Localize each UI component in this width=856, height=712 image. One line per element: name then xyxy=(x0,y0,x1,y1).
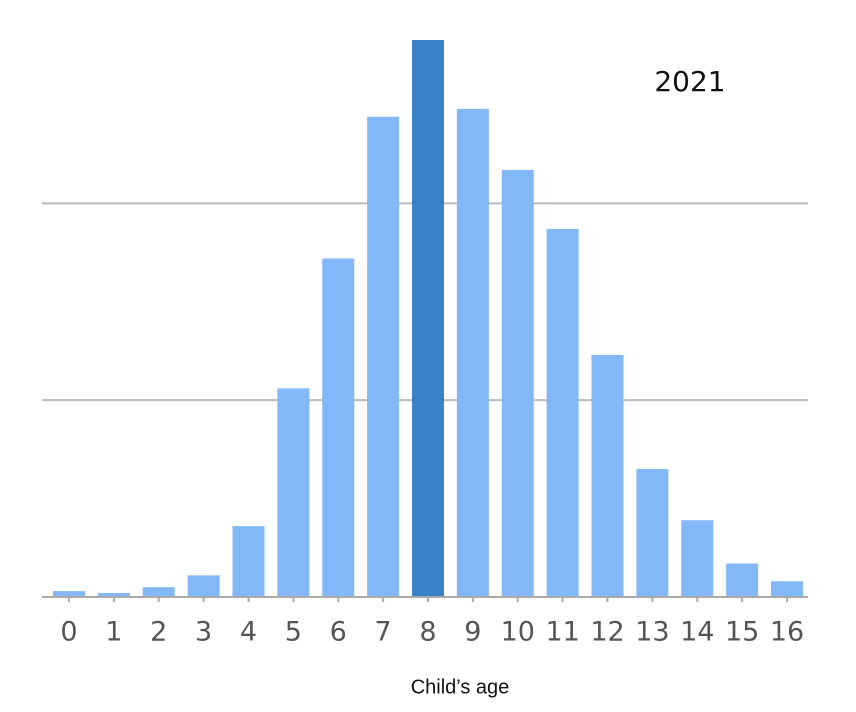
x-tick-label: 6 xyxy=(330,617,347,648)
bar xyxy=(232,526,265,597)
x-tick-label: 7 xyxy=(375,617,392,648)
bar xyxy=(726,563,759,597)
bar xyxy=(501,169,534,597)
bar xyxy=(456,108,489,597)
x-tick-label: 4 xyxy=(240,617,257,648)
x-tick-label: 0 xyxy=(60,617,77,648)
annotation: 2021 xyxy=(654,65,725,98)
x-tick-label: 12 xyxy=(590,617,624,648)
bar xyxy=(187,575,220,597)
bar xyxy=(771,581,803,597)
bar xyxy=(53,591,85,597)
x-tick-label: 3 xyxy=(195,617,212,648)
bar xyxy=(591,354,624,597)
x-tick-label: 14 xyxy=(680,617,714,648)
x-tick-label: 1 xyxy=(105,617,122,648)
x-tick-label: 2 xyxy=(150,617,167,648)
x-tick-label: 5 xyxy=(285,617,302,648)
x-axis-label: Child’s age xyxy=(411,676,510,698)
x-tick-label: 13 xyxy=(635,617,669,648)
bar xyxy=(636,469,669,597)
bar xyxy=(681,520,714,597)
x-tick-label: 10 xyxy=(501,617,535,648)
x-tick-label: 8 xyxy=(419,617,436,648)
x-tick-label: 16 xyxy=(770,617,804,648)
bar xyxy=(412,40,444,597)
bar xyxy=(546,228,579,597)
bar xyxy=(97,593,130,597)
bar xyxy=(277,388,310,597)
x-tick-label: 9 xyxy=(464,617,481,648)
x-tick-label: 11 xyxy=(545,617,579,648)
x-tick-label: 15 xyxy=(725,617,759,648)
bar xyxy=(367,116,400,598)
bar xyxy=(322,258,355,597)
bar xyxy=(142,587,175,597)
